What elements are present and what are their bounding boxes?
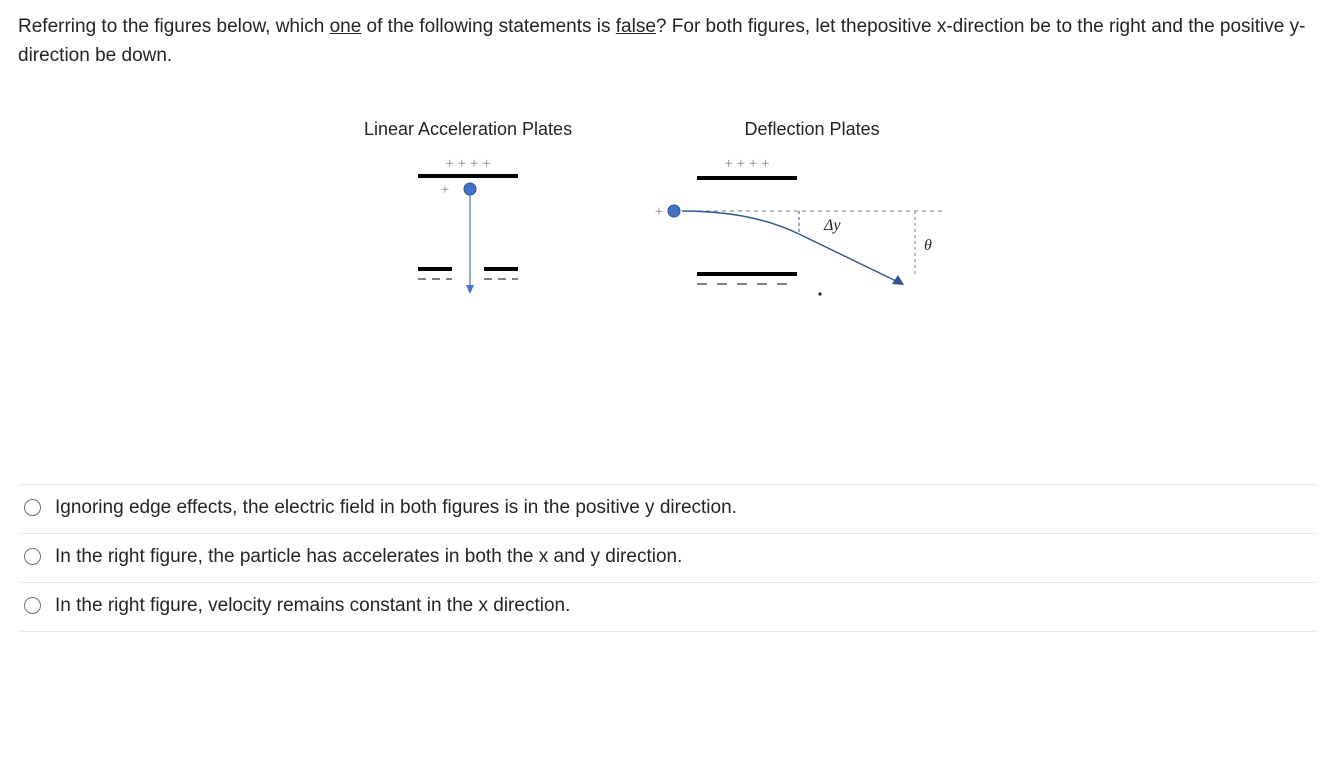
option-2-text: In the right figure, the particle has ac… [55, 546, 682, 568]
option-1[interactable]: Ignoring edge effects, the electric fiel… [18, 484, 1318, 534]
option-2[interactable]: In the right figure, the particle has ac… [18, 534, 1318, 583]
stem-underline-false: false [616, 16, 656, 37]
svg-text:+ + + +: + + + + [445, 156, 490, 172]
stem-text-part1: Referring to the figures below, which [18, 16, 330, 37]
svg-text:+ + + +: + + + + [725, 156, 770, 172]
radio-icon [24, 548, 41, 565]
figure-left-title: Linear Acceleration Plates [364, 119, 572, 140]
svg-text:+: + [655, 204, 663, 220]
figure-left: Linear Acceleration Plates + + + + + [364, 119, 572, 324]
svg-text:Δy: Δy [823, 217, 841, 234]
question-stem: Referring to the figures below, which on… [18, 12, 1318, 71]
options-list: Ignoring edge effects, the electric fiel… [18, 484, 1318, 632]
linear-acceleration-svg: + + + + + [383, 154, 553, 304]
svg-text:+: + [441, 182, 449, 198]
stem-underline-one: one [330, 16, 362, 37]
figure-right: Deflection Plates + + + + + Δy θ [652, 119, 972, 324]
radio-icon [24, 499, 41, 516]
figures-row: Linear Acceleration Plates + + + + + Defl… [18, 119, 1318, 324]
option-1-text: Ignoring edge effects, the electric fiel… [55, 497, 737, 519]
radio-icon [24, 597, 41, 614]
figure-right-title: Deflection Plates [745, 119, 880, 140]
deflection-plates-svg: + + + + + Δy θ [652, 154, 972, 324]
option-3[interactable]: In the right figure, velocity remains co… [18, 583, 1318, 632]
svg-text:θ: θ [924, 237, 932, 254]
option-3-text: In the right figure, velocity remains co… [55, 595, 570, 617]
stem-text-part2: of the following statements is [361, 16, 616, 37]
